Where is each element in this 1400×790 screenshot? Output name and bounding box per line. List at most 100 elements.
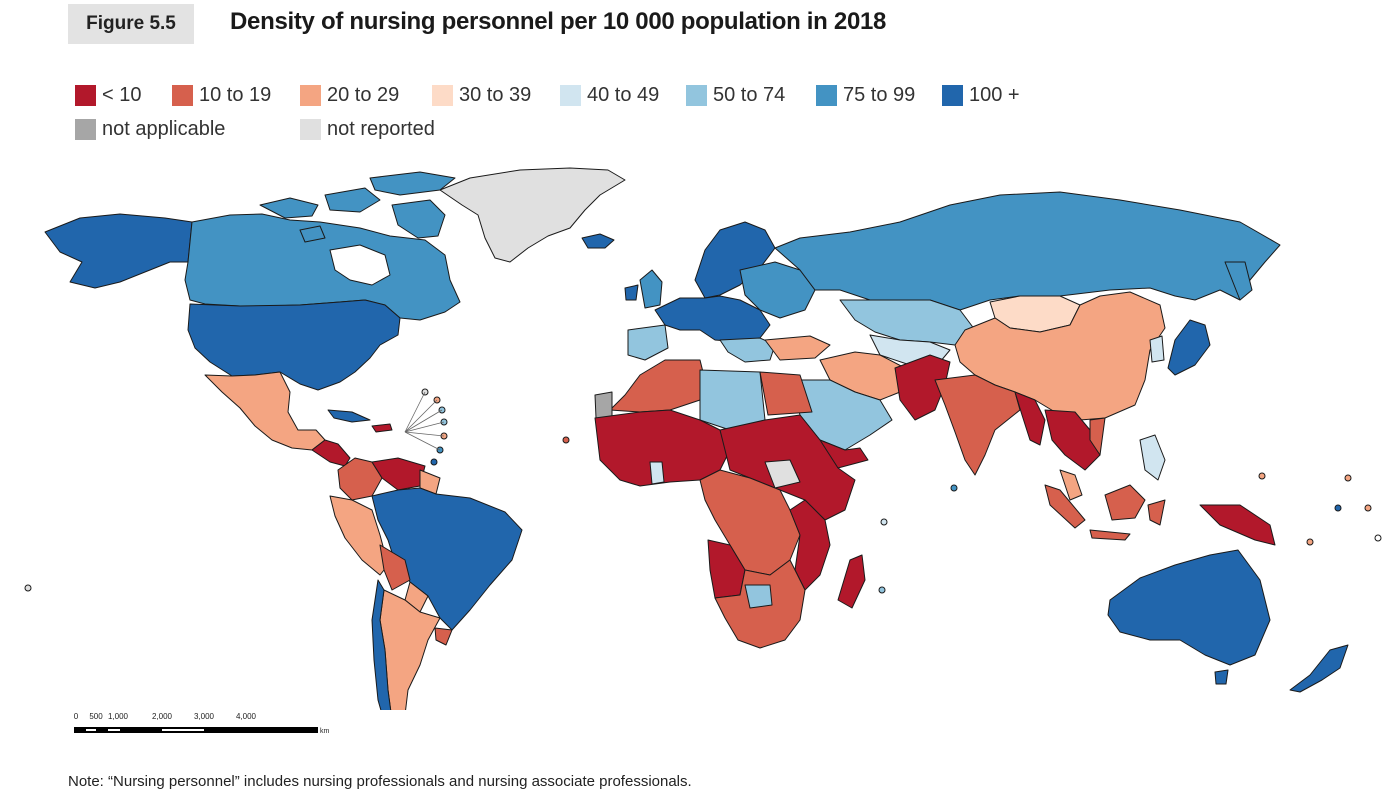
- region-kamchatka: [1224, 261, 1253, 301]
- region-afghan-pakistan: [894, 354, 951, 421]
- island-marker: [24, 584, 32, 592]
- region-uk: [639, 269, 663, 309]
- region-arctic-islands: [259, 197, 319, 219]
- legend-item-10-19: 10 to 19: [172, 82, 271, 108]
- region-iceland: [581, 233, 615, 249]
- scale-tick: 4,000: [235, 712, 257, 721]
- region-korea: [1149, 335, 1165, 363]
- figure-note: Note: “Nursing personnel” includes nursi…: [68, 773, 692, 790]
- region-australia: [1107, 549, 1271, 666]
- region-hudson-bay: [329, 244, 391, 286]
- legend-label: 40 to 49: [587, 83, 660, 106]
- island-marker: [562, 436, 570, 444]
- scale-tick: 1,000: [107, 712, 129, 721]
- region-sumatra: [1044, 484, 1086, 529]
- region-iberia: [627, 324, 669, 361]
- region-botswana: [744, 584, 773, 609]
- legend-label: < 10: [102, 83, 142, 106]
- region-thailand-indochina: [1044, 409, 1101, 471]
- legend-swatch: [686, 84, 707, 106]
- region-south-sudan: [764, 459, 801, 489]
- island-marker: [950, 484, 958, 492]
- region-alaska: [44, 213, 193, 289]
- legend-item-not-reported: not reported: [300, 116, 435, 142]
- region-tasmania: [1214, 669, 1229, 685]
- island-marker: [1306, 538, 1314, 546]
- legend-swatch: [75, 84, 96, 106]
- island-marker: [1374, 534, 1382, 542]
- region-chile: [371, 579, 392, 710]
- island-marker: [1364, 504, 1372, 512]
- legend-label: 50 to 74: [713, 83, 786, 106]
- legend-label: 30 to 39: [459, 83, 532, 106]
- legend-swatch: [942, 84, 963, 106]
- legend-swatch: [560, 84, 581, 106]
- region-argentina: [379, 589, 441, 710]
- scale-bar-segment: [86, 729, 96, 731]
- region-libya: [699, 369, 766, 431]
- legend-row-density: < 10 10 to 19 20 to 29 30 to 39 40 to 49…: [75, 82, 1075, 116]
- figure-title: Density of nursing personnel per 10 000 …: [230, 8, 887, 35]
- world-map: [24, 167, 1382, 710]
- legend-label: 75 to 99: [843, 83, 916, 106]
- figure-label: Figure 5.5: [68, 4, 194, 44]
- legend-item-20-29: 20 to 29: [300, 82, 399, 108]
- region-arctic-islands: [391, 199, 446, 239]
- legend-swatch: [300, 84, 321, 106]
- region-new-zealand: [1289, 644, 1349, 693]
- region-mexico: [204, 371, 326, 451]
- region-sulawesi: [1147, 499, 1166, 526]
- scale-tick: 0: [73, 712, 79, 721]
- legend-swatch: [432, 84, 453, 106]
- map-legend: < 10 10 to 19 20 to 29 30 to 39 40 to 49…: [75, 82, 1075, 150]
- region-java: [1089, 529, 1131, 541]
- legend-item-75-99: 75 to 99: [816, 82, 915, 108]
- region-arctic-islands: [299, 225, 326, 243]
- scale-unit: km: [320, 728, 330, 735]
- island-marker: [880, 518, 888, 526]
- region-uruguay: [434, 627, 453, 646]
- island-marker: [878, 586, 886, 594]
- legend-item-100plus: 100 +: [942, 82, 1020, 108]
- region-greenland: [439, 167, 626, 263]
- legend-swatch: [172, 84, 193, 106]
- legend-item-lt10: < 10: [75, 82, 141, 108]
- legend-item-30-39: 30 to 39: [432, 82, 531, 108]
- legend-label: 20 to 29: [327, 83, 400, 106]
- region-usa: [187, 299, 401, 391]
- region-canada: [184, 213, 461, 321]
- region-turkey: [764, 335, 831, 361]
- scale-tick: 500: [89, 712, 103, 721]
- region-colombia: [337, 457, 383, 501]
- island-marker: [1334, 504, 1342, 512]
- region-madagascar: [837, 554, 866, 609]
- legend-item-40-49: 40 to 49: [560, 82, 659, 108]
- region-ireland: [624, 284, 639, 301]
- scale-bar-segment: [162, 729, 204, 731]
- scale-tick: 2,000: [151, 712, 173, 721]
- region-russia: [774, 191, 1281, 311]
- region-balkans: [719, 337, 776, 363]
- region-east-africa: [789, 499, 831, 591]
- island-marker: [1344, 474, 1352, 482]
- region-vietnam: [1089, 417, 1106, 456]
- legend-item-not-applicable: not applicable: [75, 116, 225, 142]
- scale-bar: 0 500 1,000 2,000 3,000 4,000 km: [70, 712, 330, 742]
- legend-label: not reported: [327, 117, 435, 140]
- region-myanmar: [1014, 391, 1046, 446]
- legend-row-status: not applicable not reported: [75, 116, 1075, 150]
- island-marker: [1258, 472, 1266, 480]
- legend-item-50-74: 50 to 74: [686, 82, 785, 108]
- legend-swatch: [75, 118, 96, 140]
- region-cuba: [327, 409, 371, 423]
- legend-swatch: [300, 118, 321, 140]
- region-bolivia: [379, 544, 411, 591]
- legend-swatch: [816, 84, 837, 106]
- region-malaysia: [1059, 469, 1083, 501]
- region-western-europe: [654, 295, 771, 343]
- legend-label: not applicable: [102, 117, 226, 140]
- region-hispaniola: [371, 423, 393, 433]
- region-india: [934, 374, 1021, 476]
- region-venezuela: [371, 457, 426, 491]
- scale-tick: 3,000: [193, 712, 215, 721]
